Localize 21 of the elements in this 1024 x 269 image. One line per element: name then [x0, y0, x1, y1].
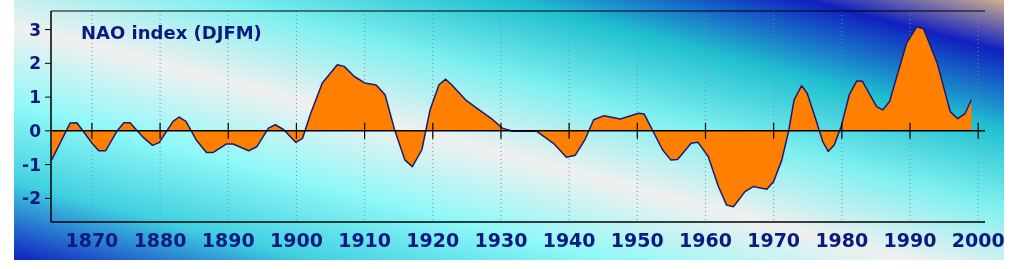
- x-tick-label: 1980: [815, 229, 869, 251]
- x-tick-label: 1870: [65, 229, 119, 251]
- x-tick-label: 2000: [951, 229, 1005, 251]
- y-tick-label: -2: [22, 188, 41, 209]
- x-tick-label: 1950: [610, 229, 664, 251]
- x-tick-label: 1960: [679, 229, 732, 251]
- x-tick-label: 1900: [269, 229, 323, 251]
- y-tick-label: -1: [22, 154, 41, 175]
- x-tick-label: 1910: [338, 229, 392, 251]
- x-tick-label: 1880: [133, 229, 187, 251]
- y-tick-label: 3: [29, 19, 41, 40]
- y-tick-label: 1: [29, 87, 41, 108]
- x-tick-label: 1920: [406, 229, 460, 251]
- y-tick-label: 0: [29, 120, 42, 141]
- x-tick-label: 1970: [747, 229, 801, 251]
- text: NAO index (DJFM): [81, 22, 262, 43]
- x-tick-label: 1990: [883, 229, 937, 251]
- x-tick-label: 1890: [201, 229, 255, 251]
- x-tick-label: 1930: [474, 229, 528, 251]
- y-tick-label: 2: [29, 53, 41, 74]
- x-tick-label: 1940: [542, 229, 596, 251]
